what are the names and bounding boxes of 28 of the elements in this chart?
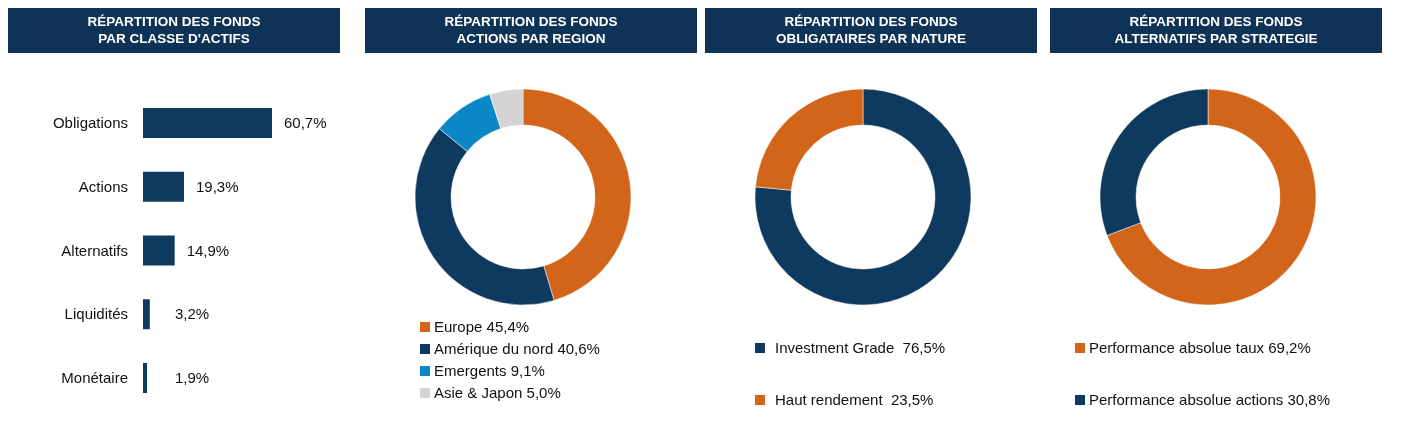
data-label: 19,3% (196, 177, 239, 195)
bar (143, 235, 175, 266)
donut-slice (754, 88, 972, 306)
bar (143, 299, 150, 330)
legend-label: Asie & Japon 5,0% (434, 384, 561, 401)
bar (143, 171, 185, 202)
bar (143, 363, 148, 393)
chart-title: RÉPARTITION DES FONDS OBLIGATAIRES PAR NATURE (775, 14, 967, 46)
y-tick-label: Obligations (52, 114, 128, 131)
legend-label: Performance absolue taux 69,2% (1089, 339, 1311, 356)
bar (143, 108, 272, 138)
legend-label: Investment Grade 76,5% (775, 339, 946, 356)
y-tick-label: Actions (78, 177, 128, 195)
legend-label: Amérique du nord 40,6% (434, 340, 600, 357)
chart-title: RÉPARTITION DES FONDS ACTIONS PAR REGION (444, 14, 618, 46)
data-label: 14,9% (186, 241, 230, 259)
data-label: 60,7% (284, 114, 327, 131)
y-tick-label: Alternatifs (61, 241, 128, 259)
legend-label: Emergents 9,1% (434, 362, 545, 379)
chart-title: RÉPARTITION DES FONDS ALTERNATIFS PAR STRATEGIE (1114, 14, 1318, 46)
y-tick-label: Monétaire (61, 369, 128, 386)
legend-label: Europe 45,4% (434, 318, 530, 335)
y-tick-label: Liquidités (64, 305, 128, 323)
data-label: 1,9% (175, 369, 210, 386)
legend-label: Haut rendement 23,5% (775, 391, 934, 408)
legend-label: Performance absolue actions 30,8% (1089, 391, 1330, 408)
chart-title: RÉPARTITION DES FONDS PAR CLASSE D'ACTIFS (87, 14, 261, 46)
data-label: 3,2% (175, 305, 210, 323)
